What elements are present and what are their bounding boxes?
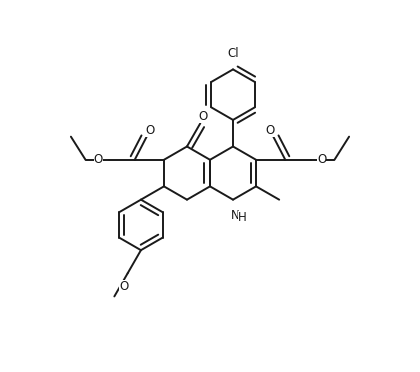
Text: O: O <box>317 153 326 166</box>
Text: N: N <box>231 209 239 222</box>
Text: O: O <box>119 280 129 293</box>
Text: H: H <box>238 211 247 224</box>
Text: O: O <box>266 124 275 137</box>
Text: Cl: Cl <box>227 47 239 60</box>
Text: O: O <box>145 124 154 137</box>
Text: O: O <box>94 153 103 166</box>
Text: O: O <box>199 110 208 123</box>
